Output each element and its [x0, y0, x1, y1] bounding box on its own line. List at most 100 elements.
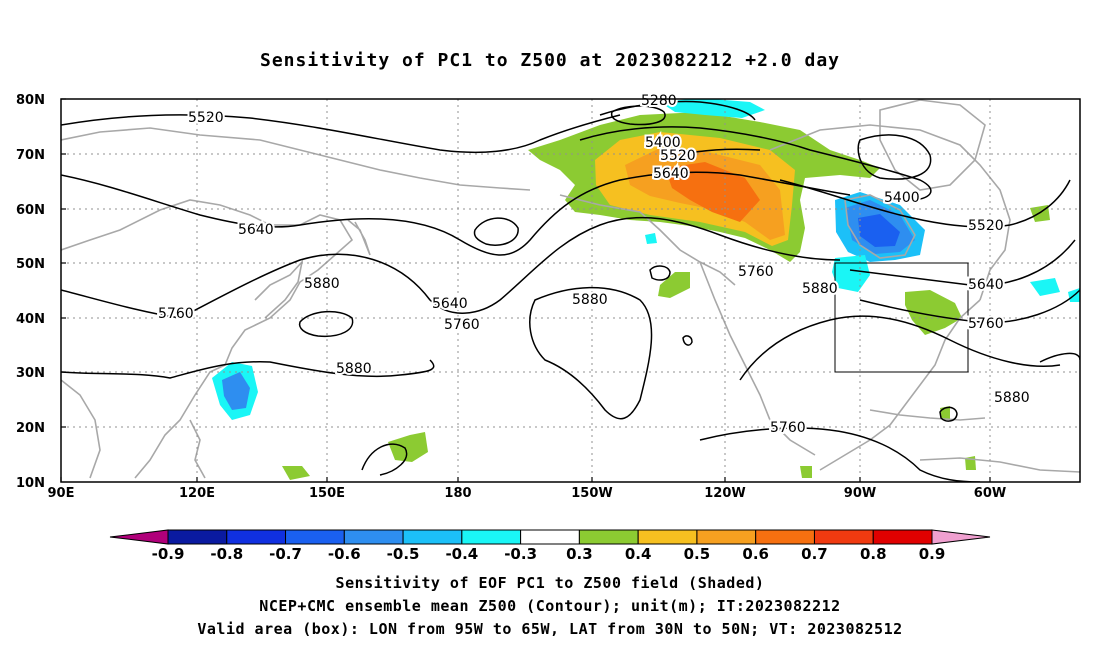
coast-na-east: [819, 299, 981, 471]
colorbar-label: -0.6: [328, 545, 361, 563]
coast-sa: [919, 457, 1080, 473]
colorbar: -0.9 -0.8 -0.7 -0.6 -0.5 -0.4 -0.3 0.3 0.4 0.5 0.6…: [109, 529, 991, 563]
contour-ring-alaska: [473, 217, 519, 246]
contour-ring-caribbean: [939, 406, 958, 422]
contour-label: 5280: [641, 93, 677, 109]
colorbar-cell: [931, 529, 991, 545]
lat-label: 80N: [16, 93, 45, 108]
contour-ring-eastpac: [610, 105, 666, 126]
shade-cyan-atlantic: [1030, 278, 1060, 296]
lat-label: 30N: [16, 366, 45, 381]
colorbar-cell: [109, 529, 169, 545]
colorbar-cell: [461, 529, 522, 545]
lat-label: 20N: [16, 421, 45, 436]
contour-label: 5880: [336, 361, 372, 377]
contour-5520-east: [779, 179, 1071, 228]
contour-5760-west: [61, 216, 841, 319]
colorbar-label: 0.6: [742, 545, 769, 563]
shade-green-eastcoast: [905, 290, 962, 335]
colorbar-cell: [343, 529, 404, 545]
sensitivity-shading: [212, 99, 1080, 480]
colorbar-cell: [285, 529, 345, 545]
lon-label: 90E: [48, 486, 75, 501]
contour-labels: 5520 5280 5400 5520 5640 5400 5520 5640 …: [156, 91, 1032, 438]
coast-asia-north: [61, 127, 531, 191]
contour-label: 5400: [884, 190, 920, 206]
contour-5520-west: [61, 114, 621, 154]
contour-label: 5640: [238, 222, 274, 238]
contour-label: 5520: [660, 148, 696, 164]
colorbar-label: -0.5: [387, 545, 420, 563]
graticule: [61, 99, 1080, 482]
contour-5280-north: [599, 100, 756, 121]
coast-india: [61, 379, 101, 479]
contour-label: 5880: [572, 292, 608, 308]
colorbar-label: -0.4: [445, 545, 478, 563]
contour-5760-east: [859, 289, 1080, 324]
coast-greenland: [879, 99, 986, 191]
contour-label: 5760: [444, 317, 480, 333]
coast-canada: [769, 124, 1011, 301]
colorbar-label: -0.8: [210, 545, 243, 563]
lat-label: 60N: [16, 203, 45, 218]
contour-ring-east: [1039, 352, 1080, 363]
contour-label: 5880: [802, 281, 838, 297]
shade-cyan-arctic: [660, 99, 765, 118]
coast-hudson: [844, 194, 916, 259]
shade-cyan-alaska: [645, 233, 657, 244]
shade-green-cpac: [388, 432, 428, 462]
colorbar-cell: [813, 529, 874, 545]
contour-5400-ring: [857, 134, 932, 180]
colorbar-cell: [755, 529, 815, 545]
coast-philippines: [189, 419, 206, 479]
contour-5640-east: [849, 239, 1076, 287]
colorbar-label: -0.3: [504, 545, 537, 563]
map-title: Sensitivity of PC1 to Z500 at 2023082212…: [259, 50, 840, 71]
z500-contours: [61, 100, 1080, 482]
colorbar-cell: [637, 529, 698, 545]
contour-label: 5760: [158, 306, 194, 322]
shade-darkorange-canada: [665, 162, 760, 222]
lon-label: 60W: [974, 486, 1006, 501]
contour-ring-bering: [649, 265, 671, 281]
colorbar-label: 0.8: [860, 545, 887, 563]
lat-labels: 80N 70N 60N 50N 40N 30N 20N 10N: [16, 93, 45, 491]
contour-5880-west: [61, 359, 435, 379]
colorbar-label: -0.9: [152, 545, 185, 563]
caption-line-1: Sensitivity of EOF PC1 to Z500 field (Sh…: [335, 574, 765, 592]
contour-label: 5760: [738, 264, 774, 280]
contour-ring-pacific: [298, 310, 354, 338]
contour-label: 5760: [770, 420, 806, 436]
contour-label: 5880: [304, 276, 340, 292]
colorbar-cell: [402, 529, 463, 545]
contour-5640-west: [61, 171, 851, 256]
colorbar-label: 0.4: [625, 545, 652, 563]
contour-5880-east: [529, 286, 653, 420]
contour-label: 5880: [994, 390, 1030, 406]
colorbar-label: 0.7: [801, 545, 828, 563]
plot-frame: [60, 98, 1081, 483]
coast-kamchatka: [347, 219, 371, 256]
contour-5880-south: [739, 315, 1061, 381]
contour-5880-gulf: [699, 427, 981, 482]
shade-green-gulf: [800, 466, 812, 478]
colorbar-label: -0.7: [269, 545, 302, 563]
coast-alaska: [559, 194, 736, 286]
valid-area-box: [834, 262, 969, 373]
lat-label: 10N: [16, 476, 45, 491]
colorbar-label: 0.9: [919, 545, 946, 563]
coast-na-west: [699, 261, 816, 456]
coast-caribbean: [869, 409, 986, 421]
coast-japan: [254, 259, 304, 319]
colorbar-label: 0.5: [684, 545, 711, 563]
lon-label: 120W: [704, 486, 745, 501]
lon-label: 150W: [571, 486, 612, 501]
tick-marks: [60, 98, 991, 482]
caption-line-3: Valid area (box): LON from 95W to 65W, L…: [197, 620, 903, 638]
colorbar-label: 0.3: [566, 545, 593, 563]
colorbar-cell: [872, 529, 933, 545]
lat-label: 40N: [16, 312, 45, 327]
contour-ring-small: [682, 335, 693, 346]
lon-label: 90W: [844, 486, 876, 501]
